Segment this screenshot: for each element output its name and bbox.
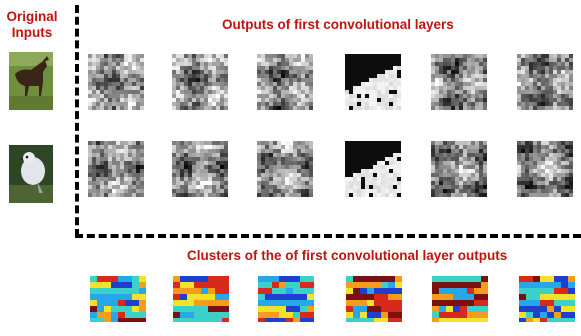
feature-map-r2-c4 <box>345 141 401 197</box>
input-image-bird <box>9 145 53 203</box>
feature-map-r2-c5 <box>431 141 487 197</box>
feature-map-r2-c1 <box>88 141 144 197</box>
feature-map-r1-c1 <box>88 54 144 110</box>
cluster-map-3 <box>258 276 314 322</box>
feature-map-r1-c6 <box>517 54 573 110</box>
feature-map-r2-c2 <box>172 141 228 197</box>
conv-outputs-title: Outputs of first convolutional layers <box>222 17 454 32</box>
feature-map-r2-c6 <box>517 141 573 197</box>
input-image-horse <box>9 52 53 110</box>
feature-map-r1-c3 <box>257 54 313 110</box>
cluster-map-6 <box>519 276 575 322</box>
feature-map-r2-c3 <box>257 141 313 197</box>
cluster-map-2 <box>173 276 229 322</box>
cluster-map-1 <box>90 276 146 322</box>
clusters-title: Clusters of the of first convolutional l… <box>187 248 508 263</box>
cluster-map-4 <box>346 276 402 322</box>
feature-map-r1-c2 <box>172 54 228 110</box>
cluster-map-5 <box>432 276 488 322</box>
feature-map-r1-c4 <box>345 54 401 110</box>
feature-map-r1-c5 <box>431 54 487 110</box>
horizontal-dashed-divider <box>75 234 581 238</box>
original-inputs-title: Original Inputs <box>6 9 58 40</box>
vertical-dashed-divider <box>75 5 79 237</box>
